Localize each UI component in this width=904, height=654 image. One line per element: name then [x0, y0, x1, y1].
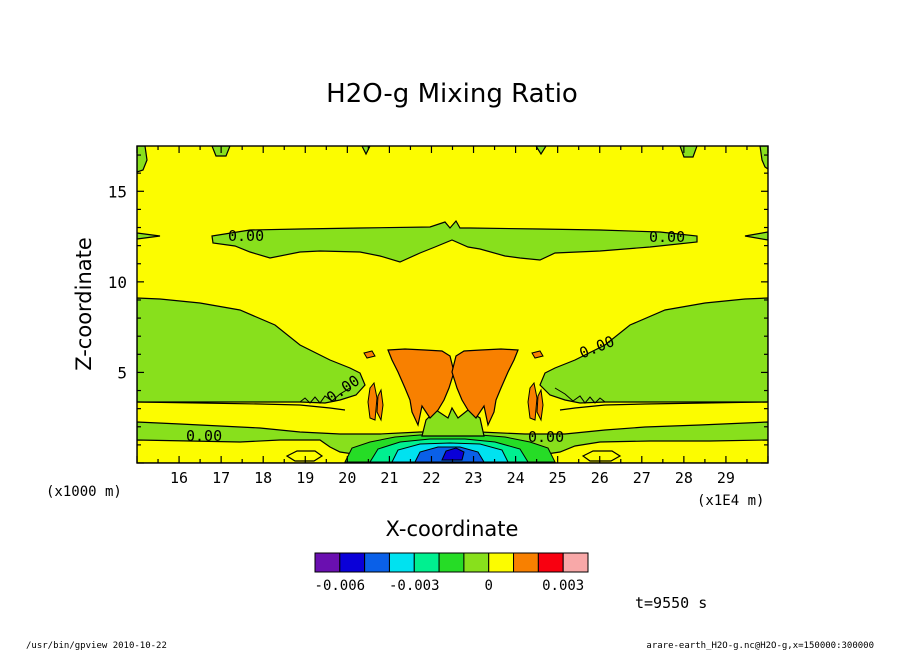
contour-line-wiggle-left	[299, 387, 351, 404]
time-label: t=9550 s	[635, 594, 707, 612]
y-tick-label: 15	[108, 182, 127, 201]
orange-filament-4	[536, 388, 544, 422]
footer-left: /usr/bin/gpview 2010-10-22	[26, 641, 167, 651]
contour-label: 0.00	[528, 428, 564, 446]
x-tick-label: 18	[254, 469, 272, 487]
x-tick-label: 16	[170, 469, 188, 487]
orange-filament-3	[527, 381, 538, 421]
yellow-lobe-right	[581, 450, 622, 462]
orange-plume-left	[387, 348, 455, 427]
colorbar-swatch	[513, 552, 539, 573]
contour-label: 0.00	[186, 427, 222, 445]
contour-label: 0.00	[649, 228, 685, 246]
contour-field	[137, 146, 768, 463]
colorbar-swatch	[537, 552, 564, 573]
x-tick-label: 29	[717, 469, 735, 487]
y-unit-label: (x1000 m)	[46, 484, 122, 500]
colorbar: -0.006 -0.003 0 0.003	[314, 552, 589, 594]
colorbar-swatch	[488, 552, 515, 573]
x-tick-label: 22	[422, 469, 440, 487]
orange-filament-1	[367, 381, 378, 421]
footer-right: arare-earth_H2O-g.nc@H2O-g,x=150000:3000…	[646, 641, 874, 651]
colorbar-tick-label: 0	[485, 578, 493, 594]
x-unit-label: (x1E4 m)	[697, 493, 764, 509]
right-notch	[744, 231, 768, 241]
y-tick-label: 5	[117, 363, 127, 382]
orange-speck-2	[531, 350, 544, 359]
colorbar-swatch	[339, 552, 366, 573]
surface-blue	[441, 447, 465, 461]
colorbar-tick-label: -0.003	[389, 578, 440, 594]
top-right-patch	[759, 146, 768, 170]
right-green-wing	[539, 297, 768, 404]
y-axis-label: Z-coordinate	[72, 237, 96, 371]
left-green-wing	[137, 297, 366, 404]
top-left-patch	[137, 146, 148, 173]
x-axis-label: X-coordinate	[386, 517, 519, 541]
x-tick-label: 17	[212, 469, 230, 487]
x-tick-label: 27	[633, 469, 651, 487]
x-tick-label: 20	[338, 469, 356, 487]
orange-filament-2	[376, 388, 384, 422]
contour-line-low-right	[559, 401, 768, 411]
x-tick-label: 28	[675, 469, 693, 487]
colorbar-swatch	[438, 552, 465, 573]
colorbar-swatch	[463, 552, 490, 573]
colorbar-tick-label: -0.006	[315, 578, 366, 594]
x-tick-label: 23	[465, 469, 483, 487]
orange-plume-right	[451, 348, 519, 427]
y-axis: 5 10 15	[108, 154, 768, 464]
colorbar-tick-label: 0.003	[542, 578, 584, 594]
x-tick-label: 24	[507, 469, 525, 487]
colorbar-swatch	[388, 552, 415, 573]
colorbar-swatch	[314, 552, 341, 573]
top-patch-4	[535, 146, 547, 156]
yellow-lobe-left	[285, 450, 324, 462]
x-tick-label: 25	[549, 469, 567, 487]
upper-green-band	[211, 219, 698, 263]
colorbar-swatch	[364, 552, 390, 573]
orange-speck-1	[363, 350, 376, 359]
y-tick-label: 10	[108, 273, 127, 292]
colorbar-swatch	[562, 552, 589, 573]
x-tick-label: 21	[380, 469, 398, 487]
contour-label: 0.00	[228, 227, 264, 245]
contour-line-wiggle-right	[554, 387, 606, 404]
contour-line-low	[137, 401, 346, 411]
x-tick-label: 19	[296, 469, 314, 487]
left-notch	[137, 232, 161, 240]
colorbar-swatch	[413, 552, 440, 573]
x-axis: 16 17 18 19 20 21 22 23 24 25 26 27 28 29	[136, 146, 769, 487]
x-tick-label: 26	[591, 469, 609, 487]
chart-title: H2O-g Mixing Ratio	[326, 79, 578, 109]
